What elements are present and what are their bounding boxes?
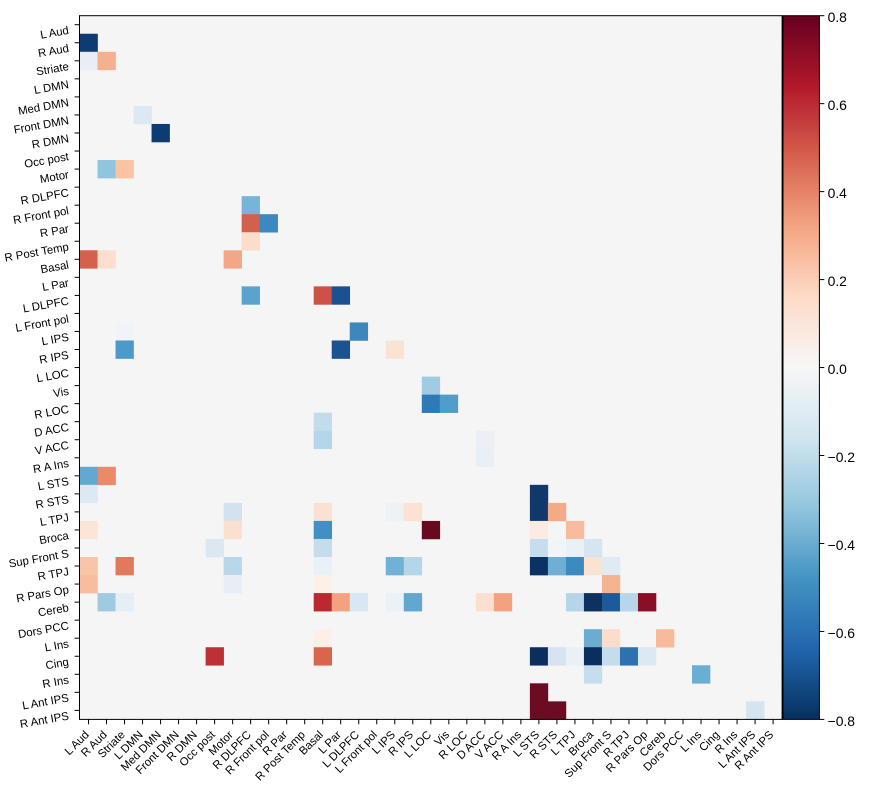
svg-text:Cereb: Cereb <box>37 602 70 619</box>
svg-text:R Ins: R Ins <box>42 674 71 690</box>
svg-text:0.2: 0.2 <box>828 273 848 289</box>
svg-text:R LOC: R LOC <box>33 404 69 422</box>
svg-text:Broca: Broca <box>38 530 70 547</box>
svg-text:R Par: R Par <box>39 223 70 240</box>
svg-text:−0.2: −0.2 <box>828 449 856 465</box>
svg-text:0.8: 0.8 <box>828 9 848 25</box>
svg-text:R Aud: R Aud <box>37 43 70 60</box>
svg-text:L DMN: L DMN <box>33 79 70 97</box>
svg-text:−0.8: −0.8 <box>828 713 856 729</box>
svg-text:L Ins: L Ins <box>44 638 70 654</box>
svg-text:0.6: 0.6 <box>828 97 848 113</box>
svg-text:Vis: Vis <box>52 386 70 401</box>
svg-text:Striate: Striate <box>35 61 70 79</box>
svg-text:R TPJ: R TPJ <box>37 566 70 583</box>
svg-text:D ACC: D ACC <box>33 422 69 440</box>
svg-text:−0.4: −0.4 <box>828 537 856 553</box>
svg-text:L Aud: L Aud <box>39 25 69 42</box>
svg-text:L TPJ: L TPJ <box>39 512 70 529</box>
svg-text:L IPS: L IPS <box>41 332 70 349</box>
svg-text:R STS: R STS <box>35 494 71 512</box>
svg-text:0.4: 0.4 <box>828 185 848 201</box>
svg-text:−0.6: −0.6 <box>828 625 856 641</box>
svg-text:0.0: 0.0 <box>828 361 848 377</box>
svg-text:V ACC: V ACC <box>34 440 70 458</box>
svg-text:R IPS: R IPS <box>38 350 70 367</box>
svg-text:Cing: Cing <box>45 656 70 672</box>
svg-text:L LOC: L LOC <box>36 368 70 385</box>
svg-text:Basal: Basal <box>40 259 70 276</box>
svg-text:L STS: L STS <box>37 476 70 493</box>
svg-text:L Par: L Par <box>41 277 70 294</box>
svg-text:Motor: Motor <box>39 169 70 186</box>
